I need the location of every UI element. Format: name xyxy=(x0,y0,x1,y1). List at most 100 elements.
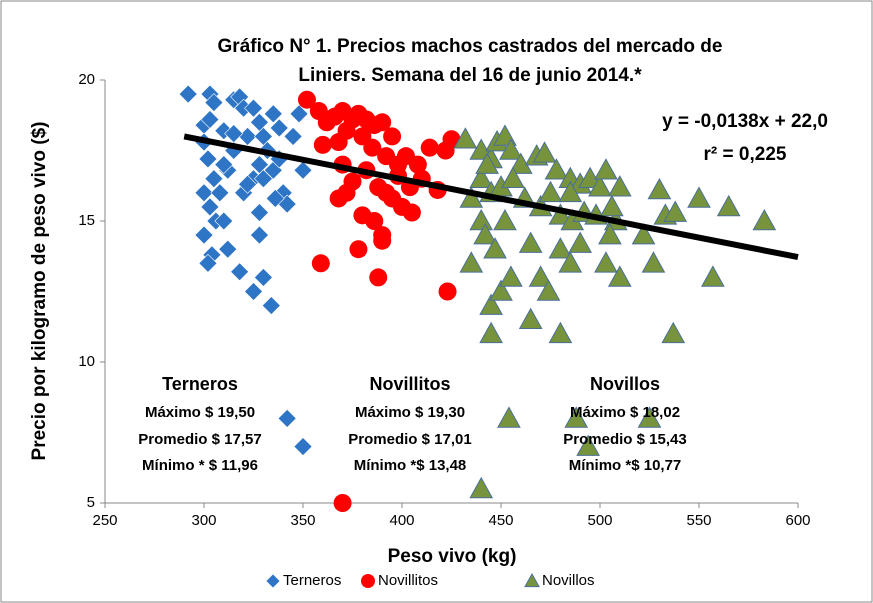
point xyxy=(469,208,494,231)
point xyxy=(558,180,583,203)
point xyxy=(200,110,220,129)
point xyxy=(265,189,285,208)
annotation: Promedio $ 17,57 xyxy=(138,431,261,448)
equation: y = -0,0138x + 22,0 xyxy=(662,111,828,132)
legend-marker xyxy=(265,573,281,589)
chart-title: Liniers. Semana del 16 de junio 2014.* xyxy=(298,65,642,86)
point xyxy=(250,225,269,245)
point xyxy=(489,279,513,301)
x-tick-label: 400 xyxy=(389,512,414,529)
point xyxy=(365,212,384,230)
point xyxy=(594,158,618,180)
annotation: Promedio $ 15,43 xyxy=(563,431,686,448)
point xyxy=(701,265,725,287)
point xyxy=(204,169,224,189)
chart-title: Gráfico N° 1. Precios machos castrados d… xyxy=(218,36,723,57)
annotation: Promedio $ 17,01 xyxy=(348,431,471,448)
point xyxy=(497,406,521,428)
point xyxy=(383,127,402,146)
point xyxy=(297,90,316,109)
point xyxy=(224,124,244,144)
point xyxy=(210,183,230,203)
point xyxy=(329,133,348,152)
point xyxy=(607,175,632,197)
annotation: Novillos xyxy=(590,374,660,394)
x-tick-label: 250 xyxy=(92,512,117,529)
trendline xyxy=(183,133,799,261)
point xyxy=(568,231,593,253)
point xyxy=(548,321,573,344)
point xyxy=(349,240,368,259)
point xyxy=(544,158,569,180)
point xyxy=(293,160,313,180)
point xyxy=(518,231,543,253)
point xyxy=(238,174,257,194)
point xyxy=(200,197,220,217)
point xyxy=(499,138,523,160)
point xyxy=(214,211,234,231)
annotation: Máximo $ 18,02 xyxy=(570,404,680,421)
point xyxy=(373,231,392,250)
point xyxy=(548,237,573,259)
point xyxy=(269,118,289,138)
point xyxy=(598,223,622,245)
point xyxy=(402,203,421,222)
point xyxy=(588,175,612,197)
legend-marker xyxy=(524,572,540,588)
point xyxy=(631,223,656,245)
point xyxy=(538,180,563,203)
point xyxy=(576,434,600,456)
point xyxy=(558,251,583,273)
point xyxy=(289,104,309,124)
point xyxy=(532,141,557,163)
legend-label: Terneros xyxy=(283,572,341,589)
legend-label: Novillos xyxy=(542,572,595,589)
annotation: Máximo $ 19,30 xyxy=(355,404,465,421)
point xyxy=(442,130,461,149)
annotation: Terneros xyxy=(162,374,238,394)
point xyxy=(479,293,503,315)
point xyxy=(594,251,618,273)
point xyxy=(369,268,388,287)
point xyxy=(277,408,297,428)
point xyxy=(198,253,218,273)
point xyxy=(528,265,553,287)
annotation: Novillitos xyxy=(369,374,450,394)
point xyxy=(244,98,263,118)
x-axis-label: Peso vivo (kg) xyxy=(388,546,517,567)
annotation: Mínimo *$ 13,48 xyxy=(354,457,467,474)
equation: r² = 0,225 xyxy=(704,144,787,165)
point xyxy=(663,200,688,222)
point xyxy=(518,307,543,329)
point xyxy=(261,296,281,316)
x-tick-label: 300 xyxy=(191,512,216,529)
legend-marker xyxy=(361,574,375,588)
point xyxy=(479,321,503,344)
point xyxy=(218,239,238,259)
point xyxy=(453,127,478,149)
x-tick-label: 450 xyxy=(488,512,513,529)
point xyxy=(716,194,741,217)
point xyxy=(473,223,498,245)
point xyxy=(337,183,356,202)
point xyxy=(661,321,686,344)
point xyxy=(637,406,662,428)
point xyxy=(250,203,269,222)
point xyxy=(283,126,303,146)
point xyxy=(564,406,589,428)
x-tick-label: 550 xyxy=(686,512,711,529)
point xyxy=(244,282,263,301)
point xyxy=(469,476,494,499)
point xyxy=(194,225,214,245)
annotation: Mínimo * $ 11,96 xyxy=(142,457,258,474)
point xyxy=(293,437,313,457)
point xyxy=(333,494,352,512)
point xyxy=(420,138,439,157)
point xyxy=(373,113,392,132)
point xyxy=(752,208,777,231)
x-tick-label: 600 xyxy=(785,512,810,529)
point xyxy=(469,166,494,188)
point xyxy=(214,155,234,175)
point xyxy=(438,282,457,301)
